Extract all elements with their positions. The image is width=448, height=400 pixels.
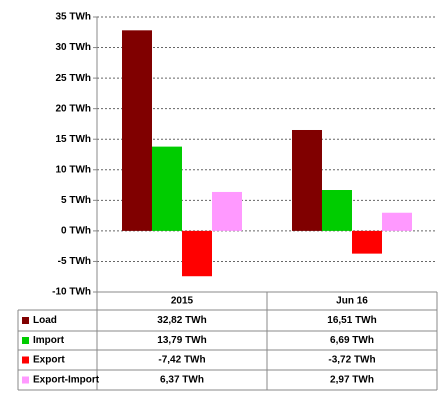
bar xyxy=(212,191,242,231)
data-label: 6,69 TWh xyxy=(330,335,374,346)
bar xyxy=(122,30,152,231)
bar xyxy=(382,212,412,231)
y-tick-label: 25 TWh xyxy=(55,73,91,84)
bar xyxy=(182,230,212,277)
x-tick-label: 2015 xyxy=(171,296,194,307)
y-tick-label: 35 TWh xyxy=(55,12,91,23)
data-label: -3,72 TWh xyxy=(328,355,375,366)
y-tick-label: 15 TWh xyxy=(55,134,91,145)
y-tick-label: 30 TWh xyxy=(55,42,91,53)
y-tick-label: 0 TWh xyxy=(61,226,91,237)
y-tick-label: 10 TWh xyxy=(55,164,91,175)
bar xyxy=(292,129,322,231)
bar xyxy=(322,190,352,231)
data-label: 13,79 TWh xyxy=(157,335,206,346)
legend-label: Export xyxy=(33,355,65,366)
y-tick-label: 5 TWh xyxy=(61,195,91,206)
data-label: -7,42 TWh xyxy=(158,355,205,366)
legend-label: Export-Import xyxy=(33,375,100,386)
y-tick-label: -10 TWh xyxy=(52,287,91,298)
x-tick-label: Jun 16 xyxy=(336,296,368,307)
legend-label: Load xyxy=(33,315,57,326)
bar xyxy=(352,230,382,254)
legend-swatch xyxy=(22,376,29,384)
legend-swatch xyxy=(22,356,29,364)
data-label: 16,51 TWh xyxy=(327,315,376,326)
legend-swatch xyxy=(22,317,29,324)
legend-label: Import xyxy=(33,335,65,346)
y-tick-label: -5 TWh xyxy=(58,256,91,267)
data-label: 6,37 TWh xyxy=(160,375,204,386)
data-label: 32,82 TWh xyxy=(157,315,206,326)
legend-swatch xyxy=(22,337,29,344)
data-label: 2,97 TWh xyxy=(330,375,374,386)
bar xyxy=(152,146,182,231)
y-tick-label: 20 TWh xyxy=(55,103,91,114)
